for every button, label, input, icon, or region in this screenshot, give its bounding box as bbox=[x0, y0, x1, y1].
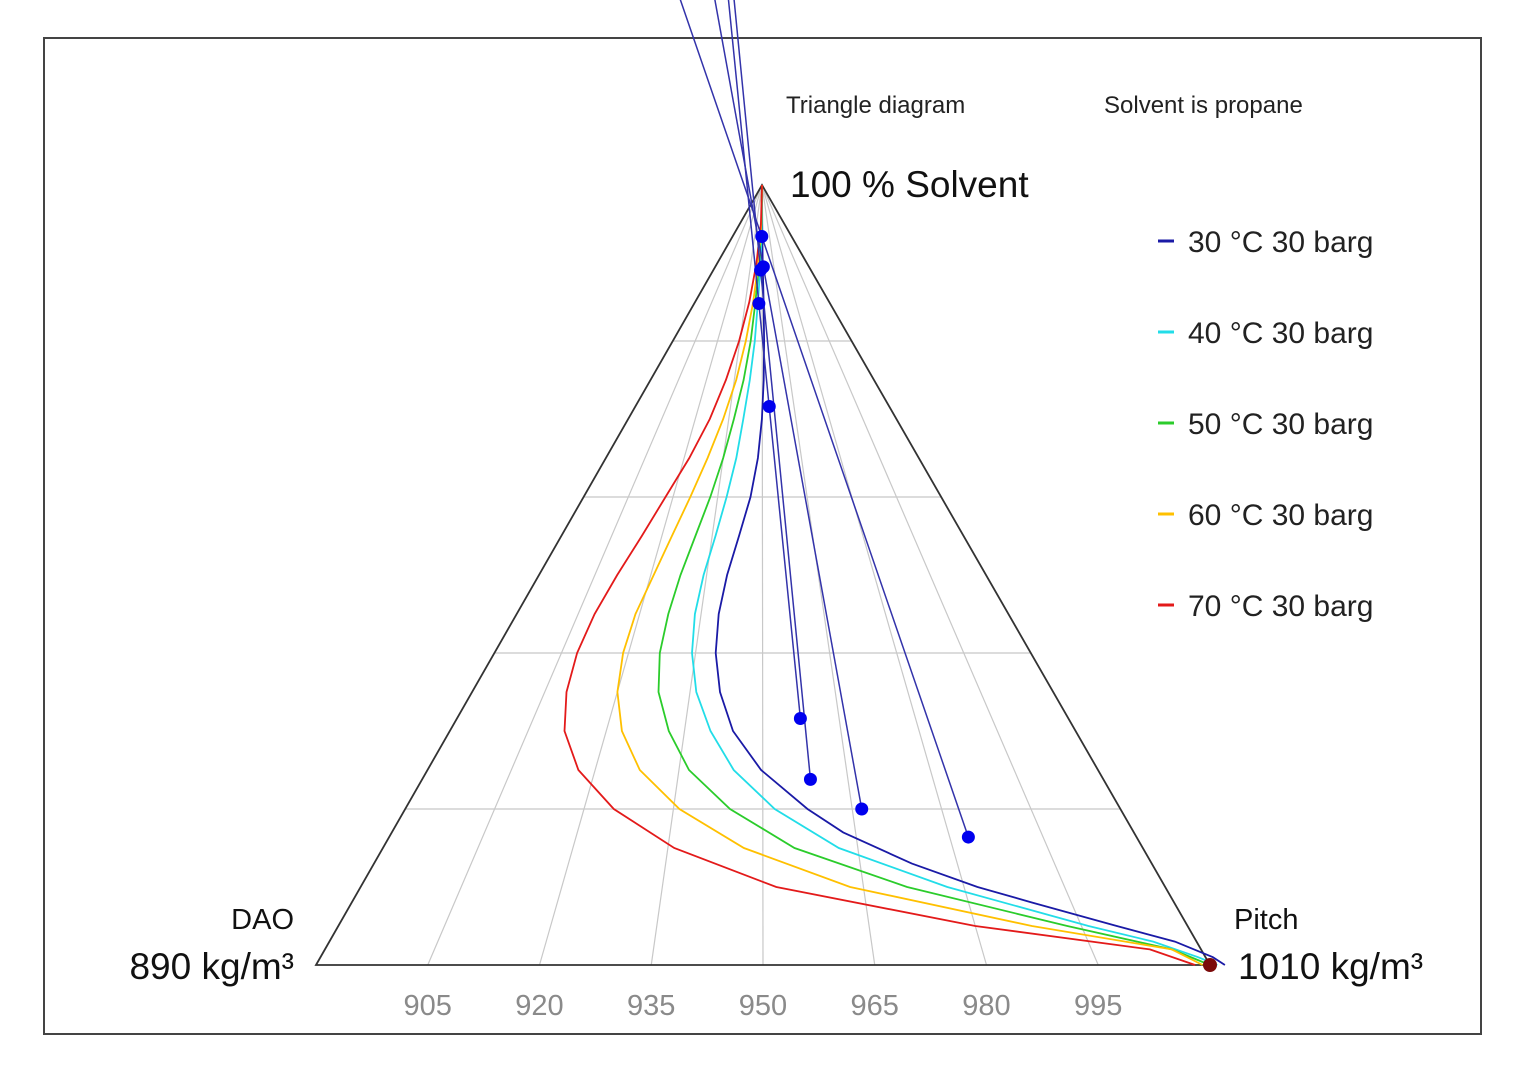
legend-label: 30 °C 30 barg bbox=[1188, 226, 1373, 259]
grid-fan-line bbox=[761, 184, 1099, 966]
legend-label: 50 °C 30 barg bbox=[1188, 408, 1373, 441]
pitch-marker bbox=[1203, 958, 1217, 972]
tie-line-point bbox=[855, 802, 869, 816]
grid-fan-line bbox=[538, 184, 763, 966]
legend: 30 °C 30 barg 40 °C 30 barg 50 °C 30 barg 6… bbox=[1158, 226, 1373, 623]
tie-line bbox=[733, 0, 812, 780]
tie-line bbox=[727, 0, 802, 719]
tie-line-point bbox=[961, 830, 975, 844]
tie-line-point bbox=[793, 712, 807, 726]
tie-line-points bbox=[752, 229, 1217, 972]
legend-label: 40 °C 30 barg bbox=[1188, 317, 1373, 350]
apex-label: 100 % Solvent bbox=[790, 164, 1029, 205]
tie-line bbox=[714, 0, 863, 810]
chart-title: Triangle diagram bbox=[786, 92, 965, 119]
tick-label: 995 bbox=[1074, 990, 1122, 1022]
binodal-curve bbox=[657, 184, 1211, 966]
legend-label: 60 °C 30 barg bbox=[1188, 499, 1373, 532]
density-tick-labels: 905 920 935 950 965 980 995 bbox=[404, 990, 1123, 1022]
tie-line-point bbox=[803, 772, 817, 786]
tick-label: 980 bbox=[962, 990, 1010, 1022]
triangle-path bbox=[314, 183, 1212, 966]
grid-fan-line bbox=[761, 184, 988, 966]
right-corner-density: 1010 kg/m³ bbox=[1238, 946, 1423, 987]
tie-line-point bbox=[754, 263, 768, 277]
binodal-curve bbox=[563, 184, 1196, 966]
binodal-curve bbox=[691, 184, 1218, 966]
tick-label: 965 bbox=[851, 990, 899, 1022]
triangle-outline bbox=[314, 183, 1212, 966]
binodal-curve bbox=[714, 184, 1226, 966]
legend-label: 70 °C 30 barg bbox=[1188, 590, 1373, 623]
chart-subtitle: Solvent is propane bbox=[1104, 92, 1303, 119]
left-corner-name: DAO bbox=[231, 904, 294, 936]
grid-fan-line bbox=[761, 184, 876, 966]
tick-label: 905 bbox=[404, 990, 452, 1022]
tie-line-point bbox=[762, 400, 776, 414]
tie-line-point bbox=[755, 229, 769, 243]
tie-line-point bbox=[752, 297, 766, 311]
right-corner-name: Pitch bbox=[1234, 904, 1298, 936]
tick-label: 950 bbox=[739, 990, 787, 1022]
binodal-curve bbox=[616, 184, 1204, 966]
tie-lines bbox=[679, 0, 970, 838]
tick-label: 920 bbox=[515, 990, 563, 1022]
grid-fan-line bbox=[761, 184, 764, 966]
left-corner-density: 890 kg/m³ bbox=[129, 946, 294, 987]
grid-lines bbox=[405, 184, 1121, 966]
binodal-curves bbox=[563, 184, 1226, 966]
tie-line bbox=[679, 0, 970, 838]
grid-fan-line bbox=[427, 184, 763, 966]
grid-fan-line bbox=[650, 184, 763, 966]
tick-label: 935 bbox=[627, 990, 675, 1022]
